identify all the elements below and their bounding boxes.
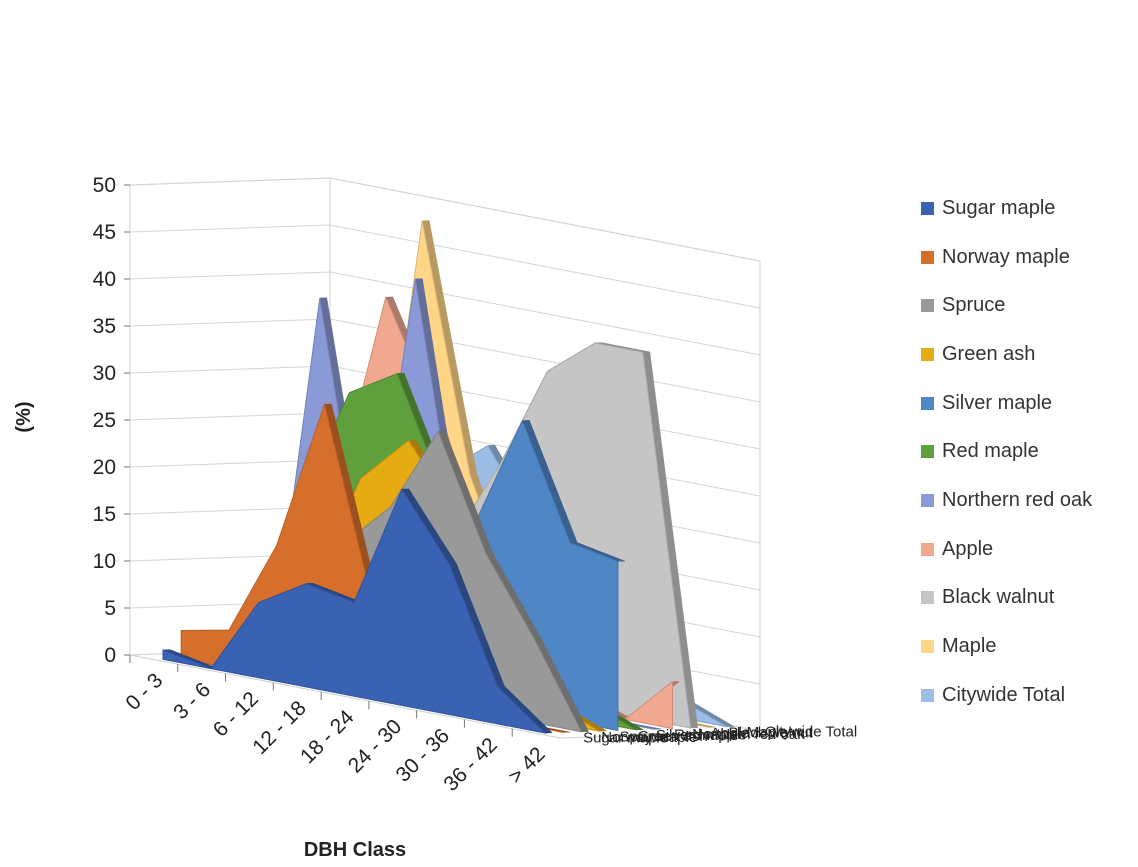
y-axis-title: (%) (13, 401, 35, 432)
y-tick-label: 45 (93, 221, 116, 244)
legend-swatch (921, 445, 934, 459)
gridline (129, 224, 761, 309)
x-tick-label: > 42 (504, 743, 550, 789)
legend-entry: Northern red oak (921, 476, 1092, 525)
legend-swatch (921, 640, 934, 654)
legend-swatch (921, 347, 934, 361)
depth-tick-label: Spruce (619, 728, 667, 745)
legend-swatch (921, 542, 934, 556)
x-tick-label: 0 - 3 (121, 669, 167, 715)
legend-entry: Black walnut (921, 574, 1092, 623)
x-tick-label: 3 - 6 (169, 678, 215, 724)
legend-entry: Citywide Total (921, 671, 1092, 720)
legend-entry: Red maple (921, 427, 1092, 476)
legend-entry: Silver maple (921, 379, 1092, 428)
depth-tick-label: Citywide Total (765, 723, 857, 740)
depth-tick-label: Sugar maple (583, 730, 668, 747)
legend-entry: Green ash (921, 330, 1092, 379)
depth-tick-label: Red maple (674, 727, 747, 744)
depth-tick-label: Northern red oak (692, 726, 805, 743)
depth-tick-label: Black walnut (729, 725, 814, 742)
series-area (162, 488, 553, 734)
y-tick-label: 0 (104, 644, 116, 667)
legend-swatch (921, 201, 934, 215)
legend-entry: Maple (921, 622, 1092, 671)
y-tick-label: 50 (93, 174, 116, 197)
legend-label: Sugar maple (942, 196, 1056, 219)
y-tick-label: 15 (93, 503, 116, 526)
legend-swatch (921, 396, 934, 410)
y-tick-label: 35 (93, 315, 116, 338)
chart-legend: Sugar maple Norway maple Spruce Green ash Si… (921, 184, 1092, 720)
legend-label: Silver maple (942, 391, 1053, 414)
depth-tick-label: Norway maple (601, 729, 697, 746)
legend-label: Norway maple (942, 245, 1070, 268)
legend-entry: Apple (921, 525, 1092, 574)
depth-tick-label: Maple (747, 724, 788, 741)
y-tick-label: 10 (93, 550, 116, 573)
legend-swatch (921, 493, 934, 507)
y-tick-label: 30 (93, 362, 116, 385)
y-tick-label: 40 (93, 268, 116, 291)
y-axis-ticks: 0 5 10 15 20 25 30 35 40 45 50 (93, 174, 130, 667)
depth-tick-label: Green ash (638, 728, 708, 745)
legend-label: Citywide Total (942, 683, 1066, 706)
legend-label: Maple (942, 635, 997, 658)
legend-label: Green ash (942, 342, 1036, 365)
y-tick-label: 20 (93, 456, 116, 479)
legend-entry: Norway maple (921, 233, 1092, 282)
chart-series (162, 220, 735, 734)
legend-swatch (921, 250, 934, 264)
legend-swatch (921, 591, 934, 605)
legend-entry: Spruce (921, 281, 1092, 330)
legend-label: Black walnut (942, 586, 1055, 609)
depth-tick-label: Silver maple (656, 727, 739, 744)
legend-label: Apple (942, 537, 994, 560)
legend-swatch (921, 299, 934, 313)
legend-label: Northern red oak (942, 488, 1093, 511)
x-tick-label: 6 - 12 (209, 687, 263, 741)
x-axis-title: DBH Class (304, 839, 406, 861)
y-tick-label: 25 (93, 409, 116, 432)
depth-tick-label: Apple (710, 725, 748, 742)
legend-swatch (921, 688, 934, 702)
legend-label: Red maple (942, 440, 1039, 463)
series-face (162, 488, 547, 734)
legend-label: Spruce (942, 294, 1006, 317)
gridline (129, 177, 761, 262)
gridline (129, 271, 761, 356)
legend-entry: Sugar maple (921, 184, 1092, 233)
y-tick-label: 5 (104, 597, 116, 620)
